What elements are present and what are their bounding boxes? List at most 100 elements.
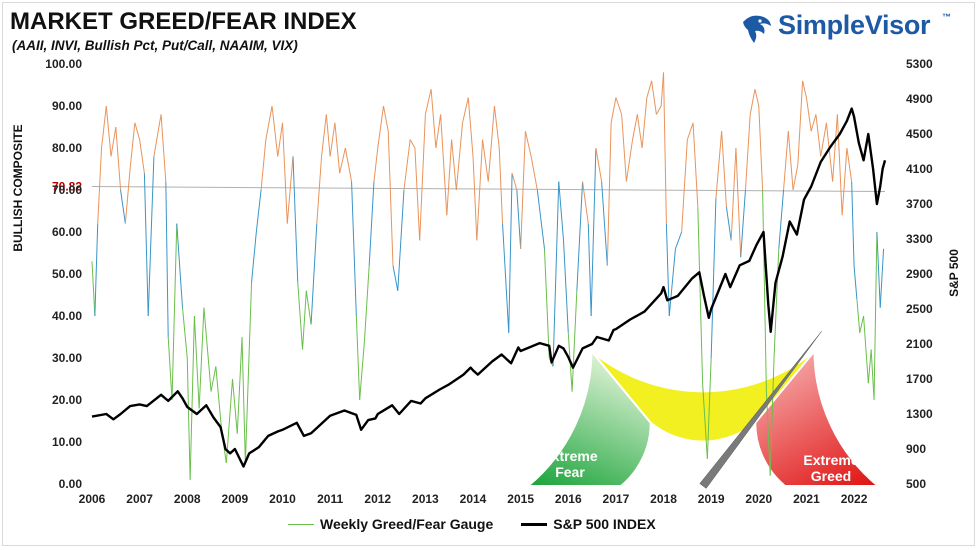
y-left-axis-label: BULLISH COMPOSITE bbox=[11, 124, 25, 251]
legend-swatch-black bbox=[521, 522, 548, 526]
average-value-label: 70.82 bbox=[52, 180, 82, 194]
y-right-tick-label: 900 bbox=[906, 442, 926, 456]
greed-fear-segment bbox=[165, 181, 169, 338]
greed-fear-segment bbox=[210, 366, 217, 392]
y-right-tick-label: 500 bbox=[906, 477, 926, 491]
greed-fear-segment bbox=[792, 164, 799, 191]
greed-fear-segment bbox=[355, 315, 361, 401]
greed-fear-segment bbox=[702, 383, 708, 459]
greed-fear-segment bbox=[430, 89, 437, 149]
greed-fear-segment bbox=[508, 173, 513, 333]
greed-fear-segment bbox=[697, 206, 704, 384]
y-left-tick-label: 20.00 bbox=[52, 393, 82, 407]
greed-fear-segment bbox=[636, 114, 643, 149]
greed-fear-segment bbox=[467, 97, 474, 157]
greed-fear-segment bbox=[339, 147, 346, 174]
greed-fear-segment bbox=[397, 189, 405, 291]
greed-fear-segment bbox=[749, 89, 756, 115]
greed-fear-segment bbox=[97, 147, 103, 224]
greed-fear-segment bbox=[646, 80, 653, 98]
legend-label-greed-fear: Weekly Greed/Fear Gauge bbox=[320, 516, 494, 532]
greed-fear-segment bbox=[674, 231, 683, 249]
x-tick-label: 2020 bbox=[745, 492, 772, 506]
greed-fear-segment bbox=[129, 122, 136, 170]
legend-label-sp500: S&P 500 INDEX bbox=[553, 516, 656, 532]
greed-fear-segment bbox=[440, 114, 448, 216]
greed-fear-segment bbox=[271, 105, 279, 157]
greed-fear-segment bbox=[621, 114, 627, 182]
greed-fear-segment bbox=[641, 97, 648, 149]
greed-fear-segment bbox=[846, 147, 853, 182]
greed-fear-segment bbox=[563, 240, 569, 333]
greed-fear-segment bbox=[321, 114, 327, 157]
greed-fear-segment bbox=[241, 336, 246, 464]
greed-fear-segment bbox=[91, 261, 96, 317]
greed-fear-segment bbox=[744, 114, 751, 191]
greed-fear-segment bbox=[124, 168, 131, 224]
greed-fear-segment bbox=[632, 114, 638, 140]
greed-fear-segment bbox=[706, 357, 712, 459]
greed-fear-segment bbox=[316, 156, 323, 224]
y-left-tick-label: 60.00 bbox=[52, 225, 82, 239]
y-left-tick-label: 70.00 bbox=[52, 183, 82, 197]
greed-fear-segment bbox=[377, 105, 384, 149]
x-tick-label: 2019 bbox=[698, 492, 725, 506]
greed-fear-segment bbox=[189, 315, 195, 480]
greed-fear-segment bbox=[735, 147, 742, 258]
greed-fear-segment bbox=[344, 147, 353, 182]
greed-fear-segment bbox=[286, 156, 294, 224]
y-right-tick-label: 2500 bbox=[906, 302, 933, 316]
greed-fear-segment bbox=[310, 223, 318, 325]
x-tick-label: 2013 bbox=[412, 492, 439, 506]
y-right-tick-label: 2100 bbox=[906, 337, 933, 351]
greed-fear-segment bbox=[730, 147, 737, 241]
greed-fear-segment bbox=[325, 114, 331, 157]
greed-fear-segment bbox=[143, 173, 149, 317]
greed-fear-segment bbox=[215, 366, 223, 430]
greed-fear-segment bbox=[329, 122, 336, 157]
y-left-tick-label: 40.00 bbox=[52, 309, 82, 323]
greed-fear-segment bbox=[558, 181, 565, 241]
greed-fear-segment bbox=[482, 139, 489, 182]
greed-fear-segment bbox=[769, 357, 775, 476]
greed-fear-segment bbox=[552, 181, 560, 367]
greed-fear-segment bbox=[686, 122, 694, 140]
greed-fear-segment bbox=[783, 131, 789, 191]
greed-fear-segment bbox=[94, 223, 99, 317]
greed-fear-segment bbox=[382, 105, 389, 132]
greed-fear-segment bbox=[754, 89, 760, 107]
simplevisor-logo-icon bbox=[743, 15, 771, 43]
greed-fear-segment bbox=[758, 105, 764, 191]
greed-fear-segment bbox=[115, 126, 122, 191]
greed-fear-segment bbox=[139, 139, 145, 174]
greed-fear-segment bbox=[251, 231, 257, 283]
y-left-tick-label: 50.00 bbox=[52, 267, 82, 281]
greed-fear-segment bbox=[198, 307, 205, 409]
greed-fear-segment bbox=[810, 114, 817, 132]
greed-fear-segment bbox=[153, 114, 162, 157]
greed-fear-segment bbox=[576, 181, 584, 291]
greed-fear-segment bbox=[879, 248, 885, 308]
x-tick-label: 2022 bbox=[841, 492, 868, 506]
greed-fear-segment bbox=[502, 223, 510, 333]
greed-fear-segment bbox=[863, 315, 869, 384]
y-left-tick-label: 90.00 bbox=[52, 99, 82, 113]
x-tick-label: 2007 bbox=[126, 492, 153, 506]
greed-fear-segment bbox=[255, 189, 262, 233]
greed-fear-segment bbox=[446, 139, 453, 216]
greed-fear-segment bbox=[160, 114, 167, 182]
greed-fear-segment bbox=[105, 105, 112, 157]
greed-fear-segment bbox=[171, 223, 178, 401]
greed-fear-segment bbox=[110, 126, 117, 157]
greed-fear-segment bbox=[762, 189, 767, 392]
greed-fear-segment bbox=[836, 114, 843, 216]
greed-fear-segment bbox=[610, 97, 617, 123]
greed-fear-segment bbox=[524, 131, 532, 157]
greed-fear-segment bbox=[120, 189, 126, 224]
greed-fear-segment bbox=[867, 349, 872, 384]
gauge-zone-extreme-fear bbox=[525, 348, 652, 487]
sp500-series bbox=[91, 107, 887, 468]
greed-fear-segment bbox=[615, 97, 623, 115]
greed-fear-segment bbox=[403, 139, 411, 191]
y-right-tick-label: 5300 bbox=[906, 57, 933, 71]
